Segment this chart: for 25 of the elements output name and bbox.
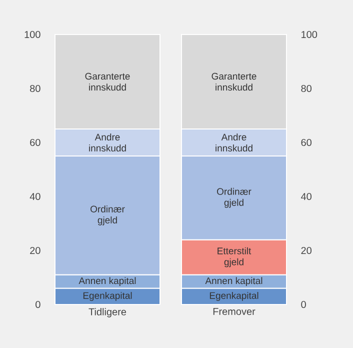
y-tick-label: 80 — [30, 84, 40, 92]
x-tick-label: Fremover — [213, 308, 256, 315]
y-tick-label: 100 — [24, 30, 40, 38]
text: Ordinær gjeld — [90, 205, 125, 226]
y-tick-label: 40 — [30, 192, 40, 200]
series-label: Garanterte innskudd — [85, 72, 130, 91]
y2-tick-label: 60 — [301, 138, 312, 146]
series-label: Ordinær gjeld — [217, 188, 252, 208]
series-label: Egenkapital — [83, 292, 132, 301]
text: Andre innskudd — [216, 134, 252, 152]
y-tick-label: 60 — [30, 138, 40, 146]
y-tick-label: 0 — [36, 300, 40, 308]
y-tick-label: 20 — [30, 246, 40, 254]
series-label: Andre innskudd — [89, 134, 126, 152]
y2-tick-label: 0 — [301, 300, 306, 308]
text: Annen kapital — [205, 277, 262, 286]
series-label: Etterstilt gjeld — [218, 247, 252, 268]
x-tick-label: Tidligere — [88, 308, 126, 318]
text: Garanterte innskudd — [212, 72, 256, 91]
series-label: Annen kapital — [78, 277, 136, 286]
y2-tick-label: 100 — [302, 30, 318, 38]
text: Egenkapital — [210, 292, 258, 301]
y2-tick-label: 40 — [301, 192, 312, 200]
y2-tick-label: 80 — [301, 84, 312, 92]
y2-tick-label: 20 — [301, 246, 312, 254]
